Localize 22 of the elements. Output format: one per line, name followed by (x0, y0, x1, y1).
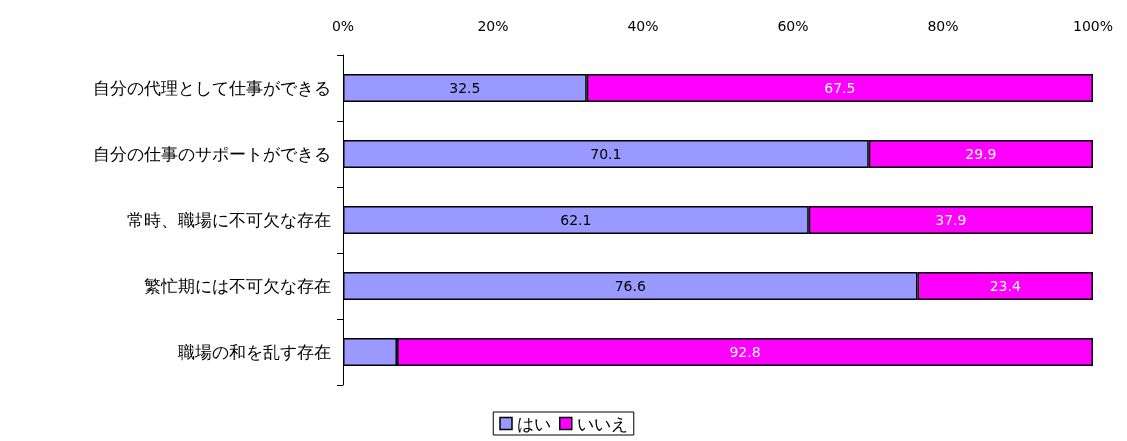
data-label: 70.1 (590, 146, 622, 162)
legend-label: いいえ (576, 413, 628, 434)
y-tick-label: 自分の代理として仕事ができる (93, 78, 331, 98)
x-tick-label: 100% (1072, 18, 1114, 34)
data-label: 62.1 (560, 212, 592, 228)
x-tick-label: 60% (777, 18, 809, 34)
data-label: 32.5 (449, 80, 481, 96)
y-tick-label: 常時、職場に不可欠な存在 (127, 210, 331, 230)
y-tick-label: 職場の和を乱す存在 (178, 342, 331, 362)
data-label: 37.9 (935, 212, 967, 228)
y-tick-label: 繁忙期には不可欠な存在 (144, 276, 331, 296)
x-tick-label: 40% (627, 18, 659, 34)
legend-label: はい (517, 413, 551, 434)
x-tick-label: 80% (927, 18, 959, 34)
data-label: 29.9 (965, 146, 997, 162)
x-tick-label: 0% (331, 18, 355, 34)
x-tick-label: 20% (477, 18, 509, 34)
data-label: 76.6 (614, 278, 646, 294)
data-label: 23.4 (989, 278, 1021, 294)
y-tick-label: 自分の仕事のサポートができる (93, 144, 331, 164)
data-label: 67.5 (824, 80, 856, 96)
data-label: 92.8 (729, 344, 761, 360)
